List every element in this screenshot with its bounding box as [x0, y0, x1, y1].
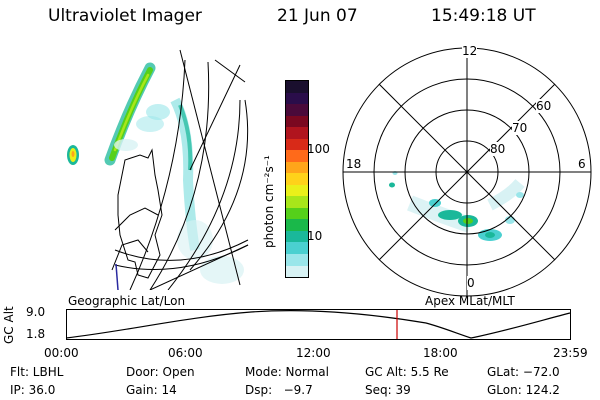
seq-info: Seq: 39 [365, 383, 411, 397]
glon-info: GLon: 124.2 [487, 383, 560, 397]
colorbar-swatch [286, 184, 308, 197]
coastline [111, 148, 163, 279]
colorbar-swatch [286, 127, 308, 139]
colorbar-swatch [286, 173, 308, 185]
filter-info: Flt: LBHL [10, 365, 64, 379]
time-label: 15:49:18 UT [431, 6, 536, 26]
alt-xtick-2359: 23:59 [553, 346, 588, 360]
colorbar-swatch [286, 242, 308, 254]
lat-lon-grid [114, 49, 249, 290]
mlt-label-12: 12 [462, 44, 478, 58]
colorbar-swatch [286, 138, 308, 151]
polar-grid [342, 47, 592, 297]
colorbar-tick-100: 100 [307, 142, 330, 156]
instrument-title: Ultraviolet Imager [48, 6, 202, 26]
colorbar-swatch [286, 150, 308, 162]
altitude-trace [66, 310, 571, 339]
colorbar-swatch [286, 230, 308, 243]
apex-panel-label: Apex MLat/MLT [425, 294, 515, 308]
alt-ytick-high: 9.0 [26, 305, 46, 319]
mlt-label-0: 0 [467, 276, 475, 290]
colorbar-swatch [286, 81, 308, 93]
door-info: Door: Open [126, 365, 195, 379]
alt-ytick-low: 1.8 [26, 327, 46, 341]
date-label: 21 Jun 07 [277, 6, 358, 26]
colorbar-swatch [286, 196, 308, 208]
colorbar-tick-10: 10 [307, 229, 323, 243]
alt-xtick-1800: 18:00 [423, 346, 458, 360]
altitude-plot [66, 309, 571, 340]
colorbar-swatch [286, 265, 308, 278]
alt-xtick-0600: 06:00 [168, 346, 203, 360]
alt-plot-ylabel: GC Alt [2, 306, 16, 344]
geographic-panel-label: Geographic Lat/Lon [68, 294, 186, 308]
geographic-image-panel [67, 49, 249, 290]
colorbar-swatch [286, 104, 308, 116]
gc-alt-info: GC Alt: 5.5 Re [365, 365, 449, 379]
color-scale-bar [285, 80, 309, 278]
mlt-label-18: 18 [346, 157, 362, 171]
mlat-label-60: 60 [536, 99, 552, 113]
colorbar-swatch [286, 92, 308, 105]
glat-info: GLat: −72.0 [487, 365, 560, 379]
mlat-label-70: 70 [512, 121, 528, 135]
auroral-emission [67, 62, 244, 284]
mlat-label-80: 80 [490, 142, 506, 156]
colorbar-swatch [286, 161, 308, 174]
alt-xtick-1200: 12:00 [296, 346, 331, 360]
polar-emission [389, 171, 525, 241]
spacecraft-track [115, 263, 119, 290]
mlt-label-6: 6 [578, 157, 586, 171]
alt-plot-frame [66, 309, 571, 340]
mode-info: Mode: Normal [245, 365, 329, 379]
colorbar-unit-label: photon cm⁻²s⁻¹ [262, 155, 276, 248]
polar-mlat-mlt-plot [342, 47, 592, 297]
ip-info: IP: 36.0 [10, 383, 56, 397]
dsp-info: Dsp: −9.7 [245, 383, 313, 397]
colorbar-swatch [286, 253, 308, 266]
gain-info: Gain: 14 [126, 383, 177, 397]
colorbar-swatch [286, 207, 308, 220]
colorbar-swatch [286, 115, 308, 128]
colorbar-swatch [286, 219, 308, 231]
alt-xtick-0000: 00:00 [44, 346, 79, 360]
